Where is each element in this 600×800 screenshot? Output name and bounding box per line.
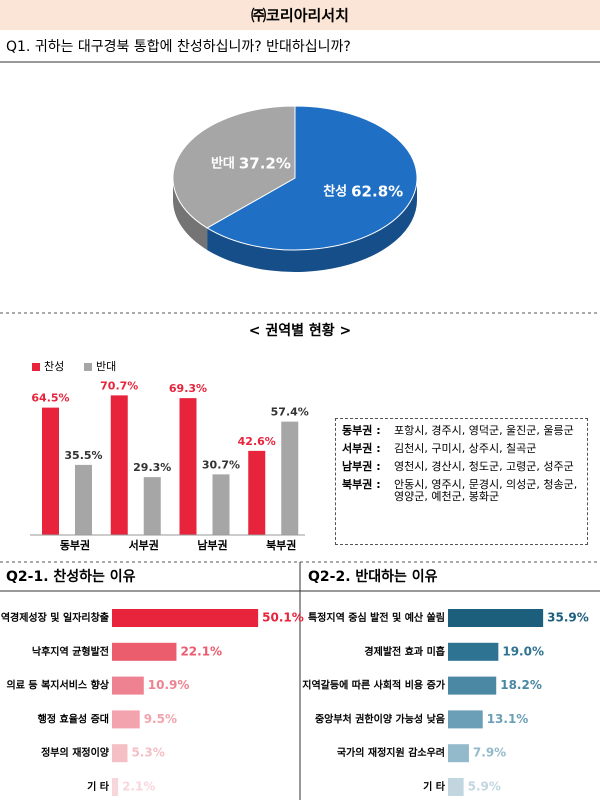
category-label: 지역경제성장 및 일자리창출 <box>0 611 109 624</box>
region-areas: 김천시, 구미시, 상주시, 칠곡군 <box>394 442 537 455</box>
category-label: 중앙부처 권한이양 가능성 낮음 <box>315 712 445 725</box>
pie-slice <box>172 105 296 229</box>
bar-value: 50.1% <box>262 611 304 625</box>
slice-label: 반대 <box>211 155 235 171</box>
bar-value: 29.3% <box>133 461 171 474</box>
region-name: 동부권 : <box>342 424 381 437</box>
region-areas: 영천시, 경산시, 청도군, 고령군, 성주군 <box>394 460 574 473</box>
bar-value: 13.1% <box>487 712 529 726</box>
slice-value: 62.8% <box>351 183 403 201</box>
bar-value: 19.0% <box>502 644 544 658</box>
region-row: 서부권 : 김천시, 구미시, 상주시, 칠곡군 <box>342 443 581 455</box>
bar-value: 22.1% <box>180 644 222 658</box>
bar <box>112 642 177 661</box>
region-row: 북부권 : 안동시, 영주시, 문경시, 의성군, 청송군, 영양군, 예천군, … <box>342 479 581 503</box>
category-label: 기 타 <box>423 780 446 793</box>
bar <box>110 395 128 535</box>
bar-value: 7.9% <box>473 746 506 760</box>
bar <box>448 676 497 695</box>
category-label: 특정지역 중심 발전 및 예산 쏠림 <box>308 611 445 624</box>
header-band <box>0 0 600 30</box>
q21-title: Q2-1. 찬성하는 이유 <box>6 568 136 585</box>
bar <box>143 477 161 535</box>
bar-value: 70.7% <box>100 379 138 392</box>
q22-title: Q2-2. 반대하는 이유 <box>308 568 438 585</box>
bar <box>448 609 544 627</box>
bar <box>112 710 140 729</box>
legend-label: 반대 <box>96 360 116 373</box>
bar <box>281 421 299 535</box>
bar <box>112 744 128 763</box>
slice-value: 37.2% <box>239 154 291 172</box>
bar-value: 35.9% <box>547 611 589 625</box>
slice-label: 찬성 <box>323 184 347 200</box>
bar-value: 2.1% <box>122 780 155 794</box>
category-label: 경제발전 효과 미흡 <box>364 645 445 658</box>
bar <box>42 407 59 535</box>
company: ㈜코리아리서치 <box>251 7 349 25</box>
question: Q1. 귀하는 대구경북 통합에 찬성하십니까? 반대하십니까? <box>6 39 351 55</box>
legend-swatch <box>84 363 92 371</box>
category-label: 정부의 재정이양 <box>41 746 110 759</box>
section-title: < 권역별 현황 > <box>249 322 351 339</box>
category-label: 국가의 재정지원 감소우려 <box>337 746 445 759</box>
pie-side <box>173 178 208 250</box>
x-tick-label: 북부권 <box>266 538 296 552</box>
bar <box>112 676 144 695</box>
bar-value: 10.9% <box>148 678 190 692</box>
category-label: 기 타 <box>87 780 110 793</box>
bar-value: 9.5% <box>144 712 177 726</box>
category-label: 의료 등 복지서비스 향상 <box>7 679 110 692</box>
legend-swatch <box>32 363 40 371</box>
bar <box>448 744 469 763</box>
bar <box>448 778 464 796</box>
bar <box>212 474 230 535</box>
region-name: 북부권 : <box>342 478 381 491</box>
bar <box>179 398 197 535</box>
x-tick-label: 서부권 <box>129 538 159 552</box>
bar-value: 30.7% <box>202 458 240 471</box>
legend-label: 찬성 <box>44 359 64 373</box>
x-tick-label: 동부권 <box>60 539 90 552</box>
region-areas: 포항시, 경주시, 영덕군, 울진군, 울릉군 <box>394 424 574 437</box>
region-row: 남부권 : 영천시, 경산시, 청도군, 고령군, 성주군 <box>342 461 581 473</box>
bar-value: 5.9% <box>468 780 501 794</box>
bar-value: 57.4% <box>271 406 309 419</box>
bar-value: 35.5% <box>64 449 102 462</box>
pie-slice <box>206 105 418 251</box>
bar <box>112 609 259 627</box>
bar-value: 5.3% <box>131 746 164 760</box>
region-name: 서부권 : <box>342 442 381 455</box>
region-areas: 안동시, 영주시, 문경시, 의성군, 청송군, 영양군, 예천군, 봉화군 <box>394 478 578 503</box>
bar-value: 18.2% <box>500 678 542 692</box>
pie-side <box>207 178 417 272</box>
category-label: 행정 효율성 증대 <box>38 712 109 725</box>
bar <box>448 642 499 661</box>
x-tick-label: 남부권 <box>197 539 227 552</box>
bar-value: 42.6% <box>238 435 276 448</box>
bar <box>448 710 483 729</box>
bar <box>75 464 92 535</box>
bar-value: 69.3% <box>169 382 207 395</box>
bar <box>112 778 119 796</box>
bar <box>248 450 266 535</box>
category-label: 지역갈등에 따른 사회적 비용 증가 <box>302 679 446 692</box>
bar-value: 64.5% <box>31 392 69 405</box>
region-name: 남부권 : <box>342 460 381 473</box>
region-row: 동부권 : 포항시, 경주시, 영덕군, 울진군, 울릉군 <box>342 425 581 437</box>
category-label: 낙후지역 균형발전 <box>32 645 109 658</box>
